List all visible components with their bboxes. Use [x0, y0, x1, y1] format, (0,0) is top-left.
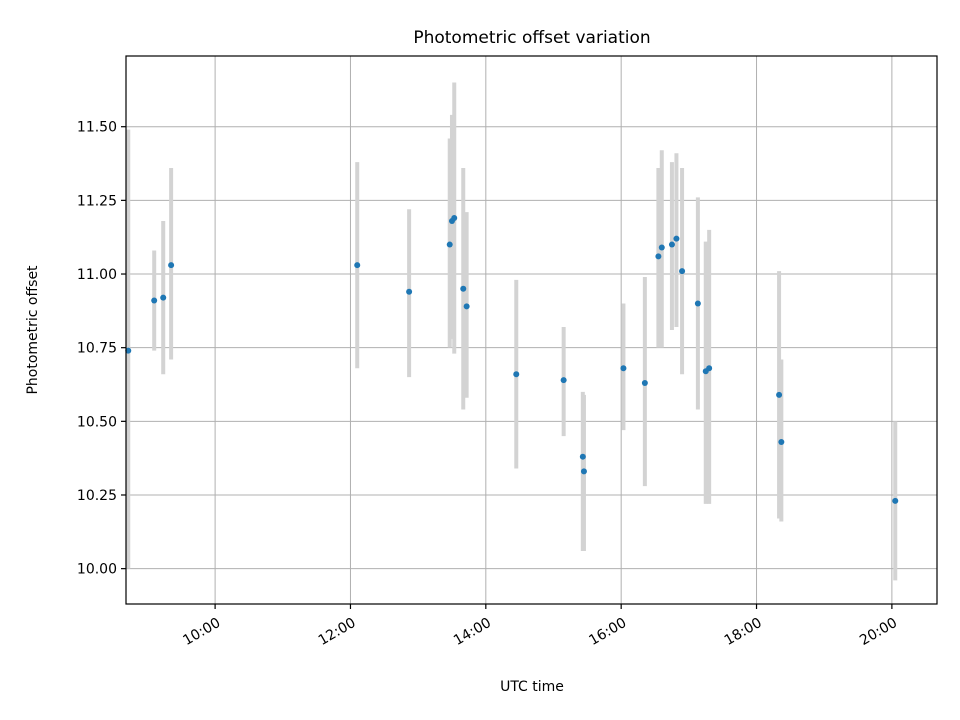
x-tick-label: 10:00 — [180, 615, 223, 649]
data-point — [620, 365, 627, 372]
data-point — [406, 288, 413, 295]
y-tick-label: 10.25 — [77, 488, 117, 504]
chart-title: Photometric offset variation — [413, 28, 650, 48]
data-point — [706, 365, 713, 372]
y-axis-label: Photometric offset — [25, 265, 41, 395]
data-point — [658, 244, 665, 251]
data-point — [673, 235, 680, 242]
x-axis-label: UTC time — [500, 679, 564, 695]
data-point — [655, 253, 662, 260]
data-point — [451, 215, 458, 222]
x-tick-label: 12:00 — [316, 615, 359, 649]
data-point — [776, 391, 783, 398]
y-tick-label: 11.50 — [77, 120, 117, 136]
data-point — [694, 300, 701, 307]
data-point — [560, 377, 567, 384]
data-point — [679, 268, 686, 275]
x-tick-label: 14:00 — [451, 615, 494, 649]
data-point — [778, 438, 785, 445]
x-tick-label: 18:00 — [722, 615, 765, 649]
data-point — [579, 453, 586, 460]
y-tick-label: 10.00 — [77, 562, 117, 578]
point-layer — [125, 215, 899, 504]
errorbar-layer — [126, 82, 898, 581]
y-tick-label: 11.25 — [77, 193, 117, 209]
data-point — [641, 380, 648, 387]
y-tick-label: 11.00 — [77, 267, 117, 283]
data-point — [580, 468, 587, 475]
data-point — [460, 285, 467, 292]
data-point — [168, 262, 175, 269]
data-point — [463, 303, 470, 310]
data-point — [892, 497, 899, 504]
data-point — [160, 294, 167, 301]
x-tick-label: 16:00 — [586, 615, 629, 649]
data-point — [354, 262, 361, 269]
data-point — [513, 371, 520, 378]
plot-frame — [125, 55, 938, 605]
y-tick-label: 10.75 — [77, 341, 117, 357]
data-point — [668, 241, 675, 248]
data-point — [446, 241, 453, 248]
data-point — [151, 297, 158, 304]
tick-layer: 10:00 12:00 14:00 16:00 18:00 20:00 10.00 10.25… — [77, 120, 900, 649]
y-tick-label: 10.50 — [77, 414, 117, 430]
grid-layer — [126, 56, 937, 604]
data-point — [125, 347, 132, 354]
x-tick-label: 20:00 — [857, 615, 900, 649]
